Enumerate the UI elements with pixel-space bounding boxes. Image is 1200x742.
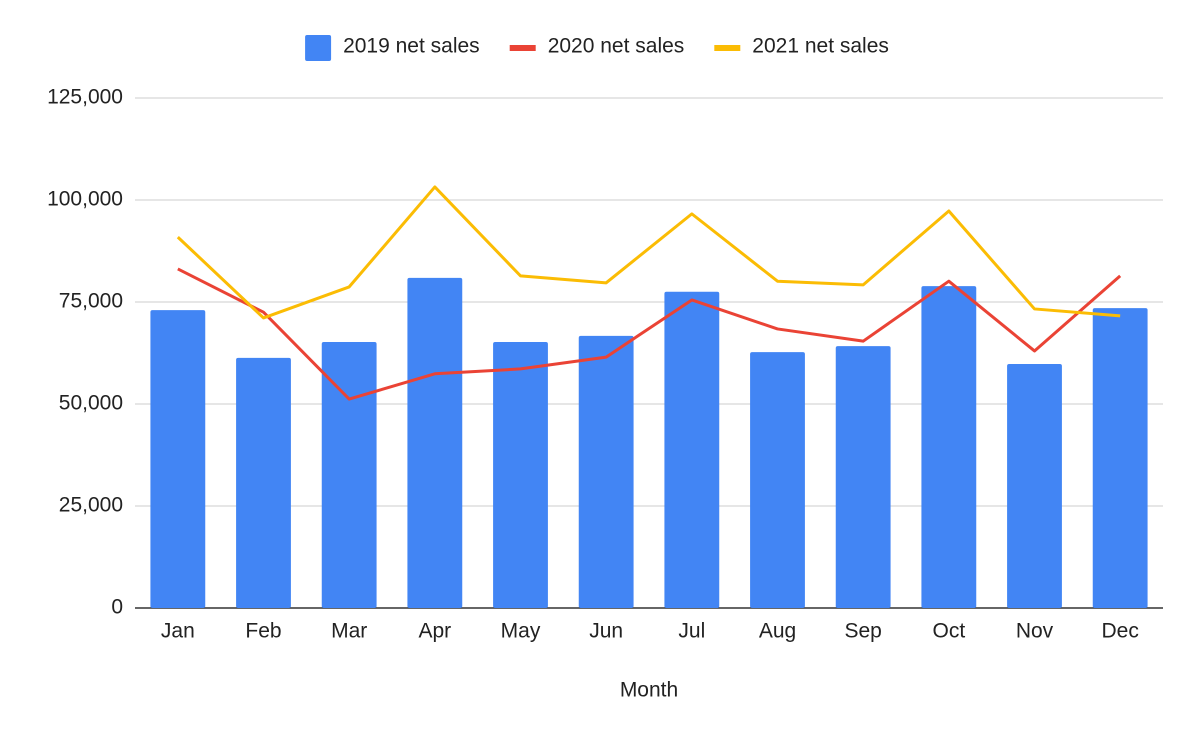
- bar: [1092, 308, 1148, 608]
- x-tick-label: Aug: [759, 620, 796, 643]
- y-tick-label: 25,000: [59, 494, 123, 517]
- x-tick-label: Oct: [932, 620, 965, 643]
- y-tick-label: 50,000: [59, 392, 123, 415]
- x-tick-label: Dec: [1101, 620, 1138, 643]
- bar: [236, 357, 291, 608]
- y-tick-label: 125,000: [47, 86, 123, 109]
- x-tick-label: Mar: [331, 620, 367, 643]
- bar: [150, 310, 206, 608]
- bar: [664, 291, 720, 608]
- line: [177, 267, 1122, 401]
- bar: [835, 346, 891, 608]
- legend-label: 2021 net sales: [752, 35, 889, 58]
- x-tick-label: Jun: [589, 620, 623, 643]
- bar: [493, 341, 548, 608]
- legend-label: 2020 net sales: [548, 35, 685, 58]
- line: [176, 185, 1121, 320]
- x-tick-label: Jul: [678, 620, 705, 643]
- y-tick-label: 0: [111, 596, 123, 619]
- bar: [321, 341, 377, 608]
- y-tick-label: 100,000: [47, 188, 123, 211]
- legend-swatch: [305, 35, 332, 61]
- legend-label: 2019 net sales: [343, 35, 480, 58]
- bar: [921, 286, 977, 608]
- x-tick-label: Apr: [418, 620, 451, 643]
- bar: [407, 277, 463, 608]
- x-tick-label: Feb: [245, 620, 281, 643]
- x-tick-label: May: [501, 620, 541, 643]
- x-tick-label: Jan: [161, 620, 195, 643]
- x-tick-label: Sep: [844, 620, 881, 643]
- bar: [750, 352, 805, 608]
- x-tick-label: Nov: [1016, 620, 1054, 643]
- bar: [578, 335, 634, 608]
- x-axis-title: Month: [620, 679, 678, 702]
- bar: [1007, 364, 1062, 608]
- y-tick-label: 75,000: [59, 290, 123, 313]
